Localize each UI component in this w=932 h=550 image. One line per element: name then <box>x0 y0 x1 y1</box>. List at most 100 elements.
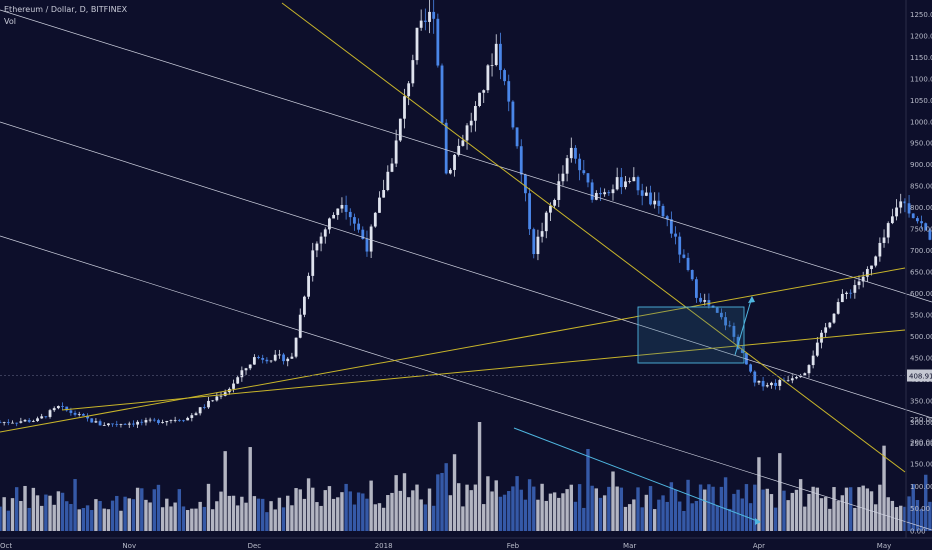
volume-bar <box>173 502 177 531</box>
price-tag-bg <box>907 369 932 382</box>
volume-bar <box>73 479 77 531</box>
volume-bar <box>398 490 403 531</box>
volume-bar <box>536 499 540 531</box>
candle-body <box>177 420 181 421</box>
candle-body <box>740 349 744 353</box>
volume-tick-label: 0.00 <box>910 528 926 536</box>
volume-bar <box>565 489 569 531</box>
drawing-lines <box>0 2 932 531</box>
volume-tick-label: 150.00 <box>910 461 932 469</box>
volume-bar <box>69 503 73 531</box>
price-tick-label: 250.00 <box>910 440 932 448</box>
volume-bar <box>140 488 144 531</box>
candle-body <box>549 205 552 213</box>
candle-body <box>132 423 135 425</box>
candle-body <box>853 285 857 293</box>
volume-bar <box>60 492 65 531</box>
volume-bar <box>152 489 156 531</box>
volume-bar <box>244 502 248 531</box>
volume-bar <box>356 492 361 531</box>
volume-trendline <box>513 427 761 523</box>
volume-bar <box>344 483 348 531</box>
candle-body <box>223 392 227 396</box>
candle-body <box>503 70 506 82</box>
candle-body <box>315 243 319 251</box>
volume-bar <box>911 484 915 531</box>
candle-body <box>219 395 223 397</box>
candle-body <box>636 177 640 191</box>
channel-line <box>0 9 932 303</box>
candle-body <box>115 424 119 426</box>
candle-body <box>749 364 752 372</box>
volume-bar <box>215 501 219 531</box>
candle-body <box>390 163 394 172</box>
price-tick-label: 650.00 <box>910 269 932 277</box>
candle-body <box>240 370 244 378</box>
candle-body <box>157 420 160 424</box>
volume-bar <box>52 504 56 531</box>
candle-body <box>73 412 77 415</box>
volume-bar <box>794 489 799 531</box>
volume-bar <box>607 486 611 531</box>
candle-body <box>107 423 110 426</box>
trendline <box>281 2 906 473</box>
candle-body <box>286 358 290 362</box>
volume-bar <box>790 492 794 531</box>
candle-body <box>148 419 152 421</box>
candle-body <box>911 213 915 219</box>
candle-body <box>236 377 240 384</box>
candle-body <box>928 230 932 240</box>
volume-tick-label: 50.00 <box>910 505 930 513</box>
volume-bar <box>573 501 578 531</box>
price-tick-label: 1050.00 <box>910 97 932 105</box>
price-tick-label: 450.00 <box>910 354 932 362</box>
candle-body <box>615 177 619 190</box>
candle-body <box>194 413 198 416</box>
time-tick-label: Feb <box>507 542 520 550</box>
candle-body <box>407 83 411 97</box>
candle-body <box>703 300 707 302</box>
candle-body <box>169 420 173 422</box>
candle-body <box>857 281 861 286</box>
volume-bar <box>602 495 607 531</box>
candle-body <box>457 145 461 155</box>
candle-body <box>507 81 511 102</box>
volume-bar <box>715 505 719 531</box>
volume-bar <box>769 494 774 531</box>
time-tick-label: Dec <box>248 542 262 550</box>
volume-bar <box>102 508 106 531</box>
candle-body <box>528 193 531 230</box>
volume-bar <box>819 498 824 531</box>
price-tick-label: 1150.00 <box>910 54 932 62</box>
volume-bar <box>832 487 836 531</box>
volume-bar <box>903 506 907 531</box>
volume-bar <box>19 501 23 531</box>
volume-bar <box>557 497 561 531</box>
volume-bar <box>235 505 240 531</box>
price-tick-label: 850.00 <box>910 183 932 191</box>
candle-body <box>599 192 602 195</box>
candle-body <box>119 424 123 425</box>
volume-bar <box>773 507 778 531</box>
volume-bar <box>181 506 186 531</box>
candle-body <box>473 106 477 121</box>
candle-body <box>765 385 769 387</box>
candle-body <box>916 218 919 222</box>
candle-body <box>44 416 48 418</box>
volume-bar <box>177 489 182 531</box>
volume-bar <box>886 497 890 531</box>
volume-bar <box>815 487 820 531</box>
candle-body <box>582 170 586 174</box>
volume-bar <box>406 497 411 531</box>
volume-bar <box>919 508 924 531</box>
price-tick-label: 900.00 <box>910 161 932 169</box>
price-tick-label: 1100.00 <box>910 75 932 83</box>
volume-bar <box>465 484 469 531</box>
volume-bar <box>440 472 444 531</box>
candle-body <box>90 418 94 423</box>
volume-bar <box>619 487 624 531</box>
volume-bar <box>23 485 27 531</box>
candle-body <box>6 422 10 423</box>
